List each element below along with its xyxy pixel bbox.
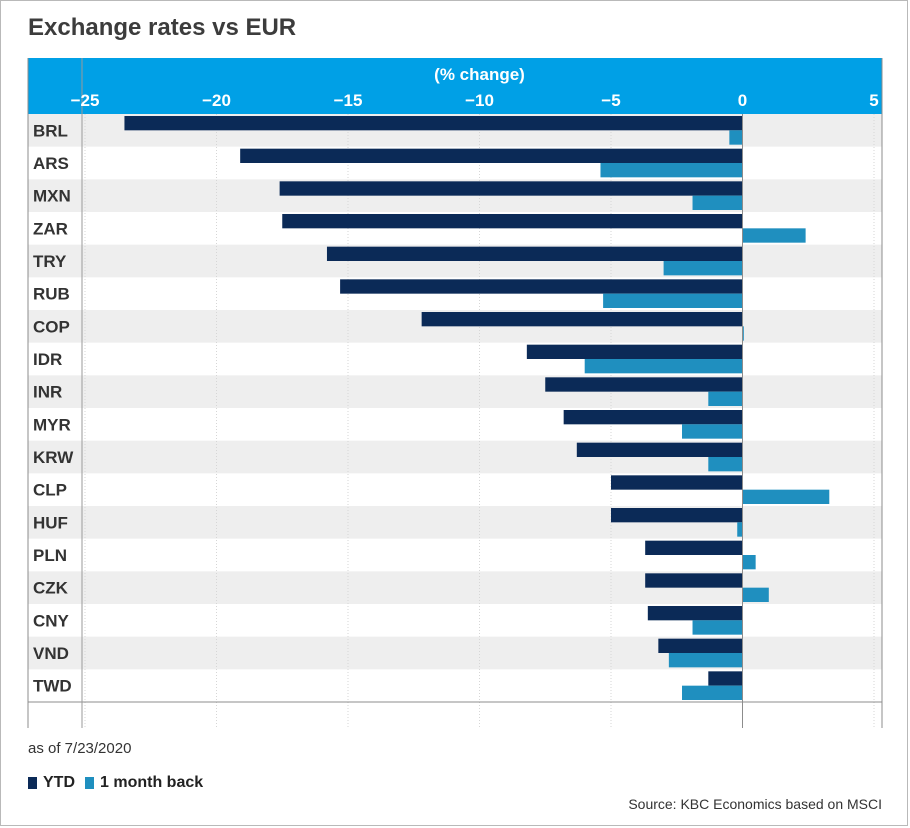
date-note: as of 7/23/2020 [28, 740, 132, 757]
bar-1-month-back [742, 228, 806, 243]
bar-ytd [658, 638, 743, 653]
bar-1-month-back [682, 424, 743, 439]
category-label: COP [33, 317, 70, 336]
row-stripe [28, 636, 882, 670]
bar-1-month-back [682, 685, 743, 700]
axis-header-band [28, 58, 882, 114]
row-stripe [28, 506, 882, 539]
legend-swatch-1-month-back [85, 777, 94, 789]
x-tick-label: −15 [334, 91, 363, 110]
bar-ytd [240, 148, 743, 163]
bar-1-month-back [708, 391, 743, 406]
bar-1-month-back [742, 489, 830, 504]
bar-1-month-back [708, 457, 743, 472]
legend-item-ytd: YTD [28, 774, 75, 792]
bar-1-month-back [692, 195, 743, 210]
category-label: VND [33, 644, 69, 663]
bar-1-month-back [603, 293, 743, 308]
bar-ytd [124, 116, 743, 131]
category-label: PLN [33, 546, 67, 565]
row-stripe [28, 375, 882, 408]
bar-ytd [576, 442, 743, 457]
category-label: ARS [33, 154, 69, 173]
bar-ytd [708, 671, 743, 686]
x-tick-label: 5 [869, 91, 878, 110]
bar-ytd [282, 214, 743, 229]
category-label: BRL [33, 121, 68, 140]
bar-ytd [326, 246, 743, 261]
bar-1-month-back [600, 163, 743, 178]
bar-1-month-back [663, 261, 743, 276]
bar-1-month-back [668, 653, 743, 668]
legend-swatch-ytd [28, 777, 37, 789]
x-tick-label: −10 [465, 91, 494, 110]
bar-ytd [279, 181, 743, 196]
category-label: CLP [33, 481, 67, 500]
bar-ytd [611, 508, 743, 523]
legend-item-1-month-back: 1 month back [85, 774, 203, 792]
bar-ytd [611, 475, 743, 490]
bar-ytd [421, 312, 743, 327]
bar-1-month-back [584, 359, 743, 374]
category-label: MXN [33, 187, 71, 206]
legend-label-1-month-back: 1 month back [100, 774, 204, 791]
bar-1-month-back [737, 522, 743, 537]
bar-1-month-back [742, 555, 756, 570]
category-label: RUB [33, 285, 70, 304]
x-tick-label: −20 [202, 91, 231, 110]
x-tick-label: 0 [738, 91, 747, 110]
source-note: Source: KBC Economics based on MSCI [628, 796, 882, 812]
category-label: KRW [33, 448, 74, 467]
bar-ytd [563, 410, 743, 425]
bar-ytd [645, 573, 743, 588]
category-label: INR [33, 383, 62, 402]
bar-ytd [645, 540, 743, 555]
category-label: IDR [33, 350, 62, 369]
category-label: CZK [33, 579, 69, 598]
bar-ytd [545, 377, 743, 392]
category-label: CNY [33, 611, 70, 630]
bar-ytd [647, 606, 743, 621]
chart-title: Exchange rates vs EUR [28, 14, 297, 41]
bar-1-month-back [729, 130, 743, 145]
row-stripe [28, 440, 882, 474]
bar-1-month-back [692, 620, 743, 635]
category-label: MYR [33, 415, 71, 434]
category-label: HUF [33, 513, 68, 532]
x-tick-label: −25 [71, 91, 100, 110]
bar-1-month-back [742, 587, 769, 602]
bar-ytd [526, 344, 743, 359]
category-label: TWD [33, 677, 72, 696]
x-axis-label: (% change) [434, 65, 525, 84]
bar-ytd [340, 279, 743, 294]
x-tick-label: −5 [601, 91, 620, 110]
legend: YTD 1 month back [28, 774, 213, 792]
legend-label-ytd: YTD [43, 774, 75, 791]
category-label: TRY [33, 252, 67, 271]
category-label: ZAR [33, 219, 68, 238]
bar-1-month-back [742, 326, 744, 341]
